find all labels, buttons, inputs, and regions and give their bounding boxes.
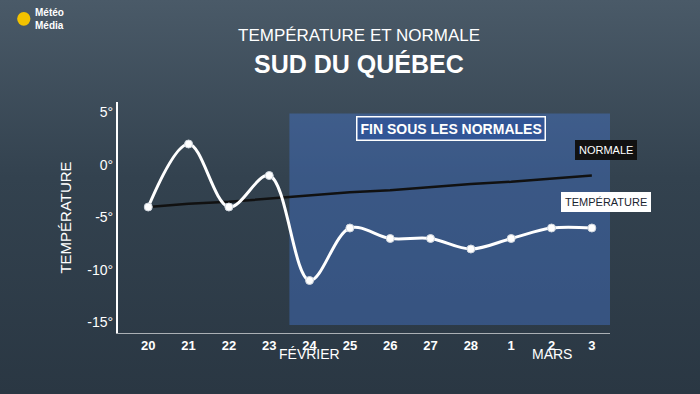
svg-text:TEMPÉRATURE ET NORMALE: TEMPÉRATURE ET NORMALE — [238, 26, 480, 45]
svg-text:22: 22 — [222, 338, 236, 353]
svg-text:3: 3 — [588, 338, 595, 353]
svg-text:5°: 5° — [100, 104, 113, 120]
svg-text:20: 20 — [141, 338, 155, 353]
svg-text:0°: 0° — [100, 157, 113, 173]
svg-text:25: 25 — [343, 338, 357, 353]
svg-text:21: 21 — [181, 338, 195, 353]
svg-text:-10°: -10° — [87, 262, 113, 278]
svg-text:MétéoMédia: MétéoMédia — [35, 7, 64, 31]
svg-text:FÉVRIER: FÉVRIER — [279, 346, 340, 362]
svg-text:NORMALE: NORMALE — [579, 144, 633, 156]
svg-text:28: 28 — [464, 338, 478, 353]
svg-text:TEMPÉRATURE: TEMPÉRATURE — [57, 161, 74, 273]
svg-text:24: 24 — [302, 338, 317, 353]
svg-text:TEMPÉRATURE: TEMPÉRATURE — [565, 196, 647, 208]
svg-text:FIN SOUS LES NORMALES: FIN SOUS LES NORMALES — [361, 121, 542, 137]
svg-text:MARS: MARS — [532, 346, 572, 362]
svg-text:26: 26 — [383, 338, 397, 353]
svg-text:-5°: -5° — [95, 209, 113, 225]
svg-text:-15°: -15° — [87, 314, 113, 330]
svg-text:23: 23 — [262, 338, 276, 353]
svg-text:27: 27 — [423, 338, 437, 353]
svg-text:1: 1 — [508, 338, 515, 353]
svg-text:SUD DU QUÉBEC: SUD DU QUÉBEC — [254, 50, 464, 78]
svg-text:2: 2 — [548, 338, 555, 353]
